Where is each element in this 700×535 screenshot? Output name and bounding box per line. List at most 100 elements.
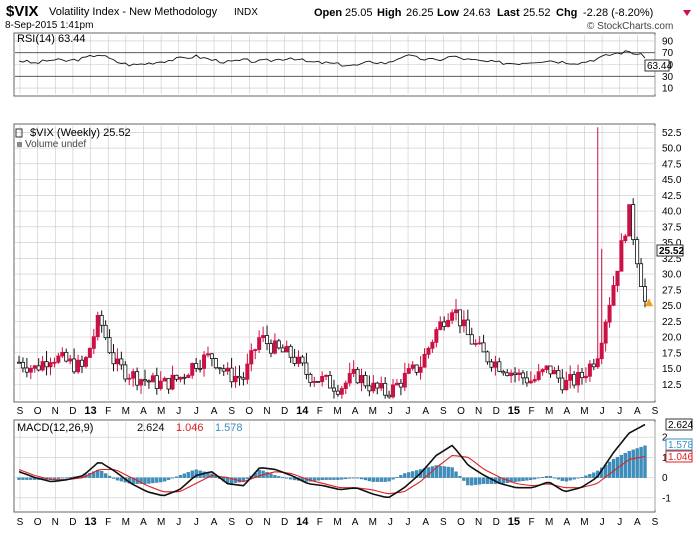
- macd-hist-bar: [352, 477, 356, 479]
- macd-hist-bar: [170, 477, 175, 479]
- macd-hist-bar: [265, 472, 269, 478]
- candle-body: [24, 367, 29, 373]
- price-tick-label: 12.5: [662, 380, 682, 391]
- macd-hist-bar: [281, 477, 285, 479]
- macd-hist-bar: [115, 477, 120, 481]
- x-tick-label: 14: [296, 516, 309, 528]
- symbol-title: $VIX: [6, 3, 39, 20]
- rsi-lines: [18, 50, 646, 67]
- x-tick-label: A: [634, 517, 641, 528]
- x-tick-label: D: [69, 406, 76, 417]
- price-candles: [16, 127, 653, 399]
- candle-body: [79, 359, 84, 367]
- macd-hist-bar: [285, 477, 289, 479]
- candle-body: [280, 347, 285, 353]
- candle-legend-icon: [15, 128, 23, 138]
- x-tick-label: A: [634, 406, 641, 417]
- candle-body: [363, 375, 368, 387]
- macd-hist-bar: [21, 477, 25, 480]
- x-tick-label: M: [369, 406, 377, 417]
- price-tick-label: 30.0: [662, 270, 682, 281]
- candle-body: [190, 363, 195, 376]
- macd-hist-bar: [450, 467, 454, 478]
- candle-body: [135, 371, 140, 386]
- macd-hist-bar: [100, 470, 104, 478]
- x-tick-label: S: [440, 406, 447, 417]
- candle-body: [442, 321, 447, 327]
- candle-body: [351, 369, 356, 374]
- macd-hist-bar: [434, 465, 438, 478]
- candle-body: [99, 315, 104, 326]
- macd-hist-bar: [411, 471, 415, 478]
- candle-body: [568, 374, 573, 381]
- candle-body: [438, 321, 443, 330]
- macd-hist-bar: [182, 473, 187, 478]
- candle-body: [28, 367, 33, 373]
- candle-body: [631, 204, 636, 241]
- signal-value-box: [665, 450, 693, 463]
- x-tick-label: N: [263, 517, 270, 528]
- macd-hist-bar: [470, 477, 474, 486]
- candle-body: [513, 372, 518, 375]
- macd-hist-bar: [143, 477, 147, 484]
- candle-body: [607, 304, 612, 323]
- candle-body: [76, 359, 81, 373]
- x-tick-label: A: [140, 517, 147, 528]
- candle-body: [536, 371, 541, 380]
- candle-body: [119, 358, 124, 366]
- candle-body: [489, 361, 494, 368]
- macd-hist-bar: [363, 477, 368, 481]
- x-tick-label: N: [52, 517, 59, 528]
- macd-hist-bar: [513, 477, 517, 483]
- candle-body: [509, 372, 514, 377]
- macd-ticks: 2 1 0 -1: [662, 433, 671, 505]
- x-tick-label: M: [333, 406, 341, 417]
- candle-body: [603, 321, 608, 344]
- macd-hist-bar: [355, 477, 360, 479]
- macd-hist-bar: [403, 473, 407, 478]
- rsi-value-box: [644, 59, 670, 72]
- macd-hist-bar: [359, 477, 364, 480]
- candle-body: [402, 372, 407, 388]
- x-axis-middle: S O N D 13 F M A M J J A S O N D 14 F M A M J J A S O N D 15 F M A M J J A S: [17, 405, 659, 417]
- candle-body: [56, 355, 61, 363]
- macd-hist-bar: [379, 477, 383, 482]
- candle-body: [469, 334, 474, 345]
- macd-hist-bar: [623, 453, 627, 478]
- price-tick-label: 47.5: [662, 159, 682, 170]
- x-tick-label: M: [122, 406, 130, 417]
- macd-hist-bar: [273, 475, 277, 478]
- candle-body: [253, 349, 258, 352]
- candle-body: [355, 369, 360, 384]
- candle-body: [528, 380, 533, 384]
- candle-body: [95, 315, 100, 338]
- candle-body: [265, 335, 270, 345]
- candle-body: [229, 367, 234, 383]
- candle-body: [296, 356, 301, 364]
- macd-hist-bar: [229, 477, 234, 484]
- x-tick-label: O: [34, 406, 42, 417]
- rsi-tick-label: 70: [662, 48, 674, 59]
- macd-hist-bar: [458, 475, 462, 478]
- macd-hist-bar: [552, 477, 557, 479]
- candle-body: [225, 367, 230, 372]
- macd-hist-bar: [147, 477, 151, 484]
- x-tick-label: D: [493, 517, 500, 528]
- candle-body: [335, 390, 340, 395]
- x-tick-label: J: [176, 406, 181, 417]
- macd-hist-bar: [245, 477, 250, 480]
- x-tick-label: A: [211, 406, 218, 417]
- candle-body: [111, 352, 116, 365]
- macd-hist-bar: [25, 477, 29, 480]
- macd-hist-bar: [572, 477, 576, 480]
- macd-legend-hist: 1.578: [215, 422, 243, 434]
- last-price-box: [656, 244, 684, 257]
- macd-legend-signal: 1.046: [176, 422, 204, 434]
- x-tick-label: M: [545, 517, 553, 528]
- x-tick-label: O: [245, 406, 253, 417]
- candle-body: [170, 374, 175, 390]
- macd-value-box: [665, 418, 693, 431]
- macd-hist-bar: [592, 472, 596, 478]
- macd-hist-bar: [517, 477, 521, 482]
